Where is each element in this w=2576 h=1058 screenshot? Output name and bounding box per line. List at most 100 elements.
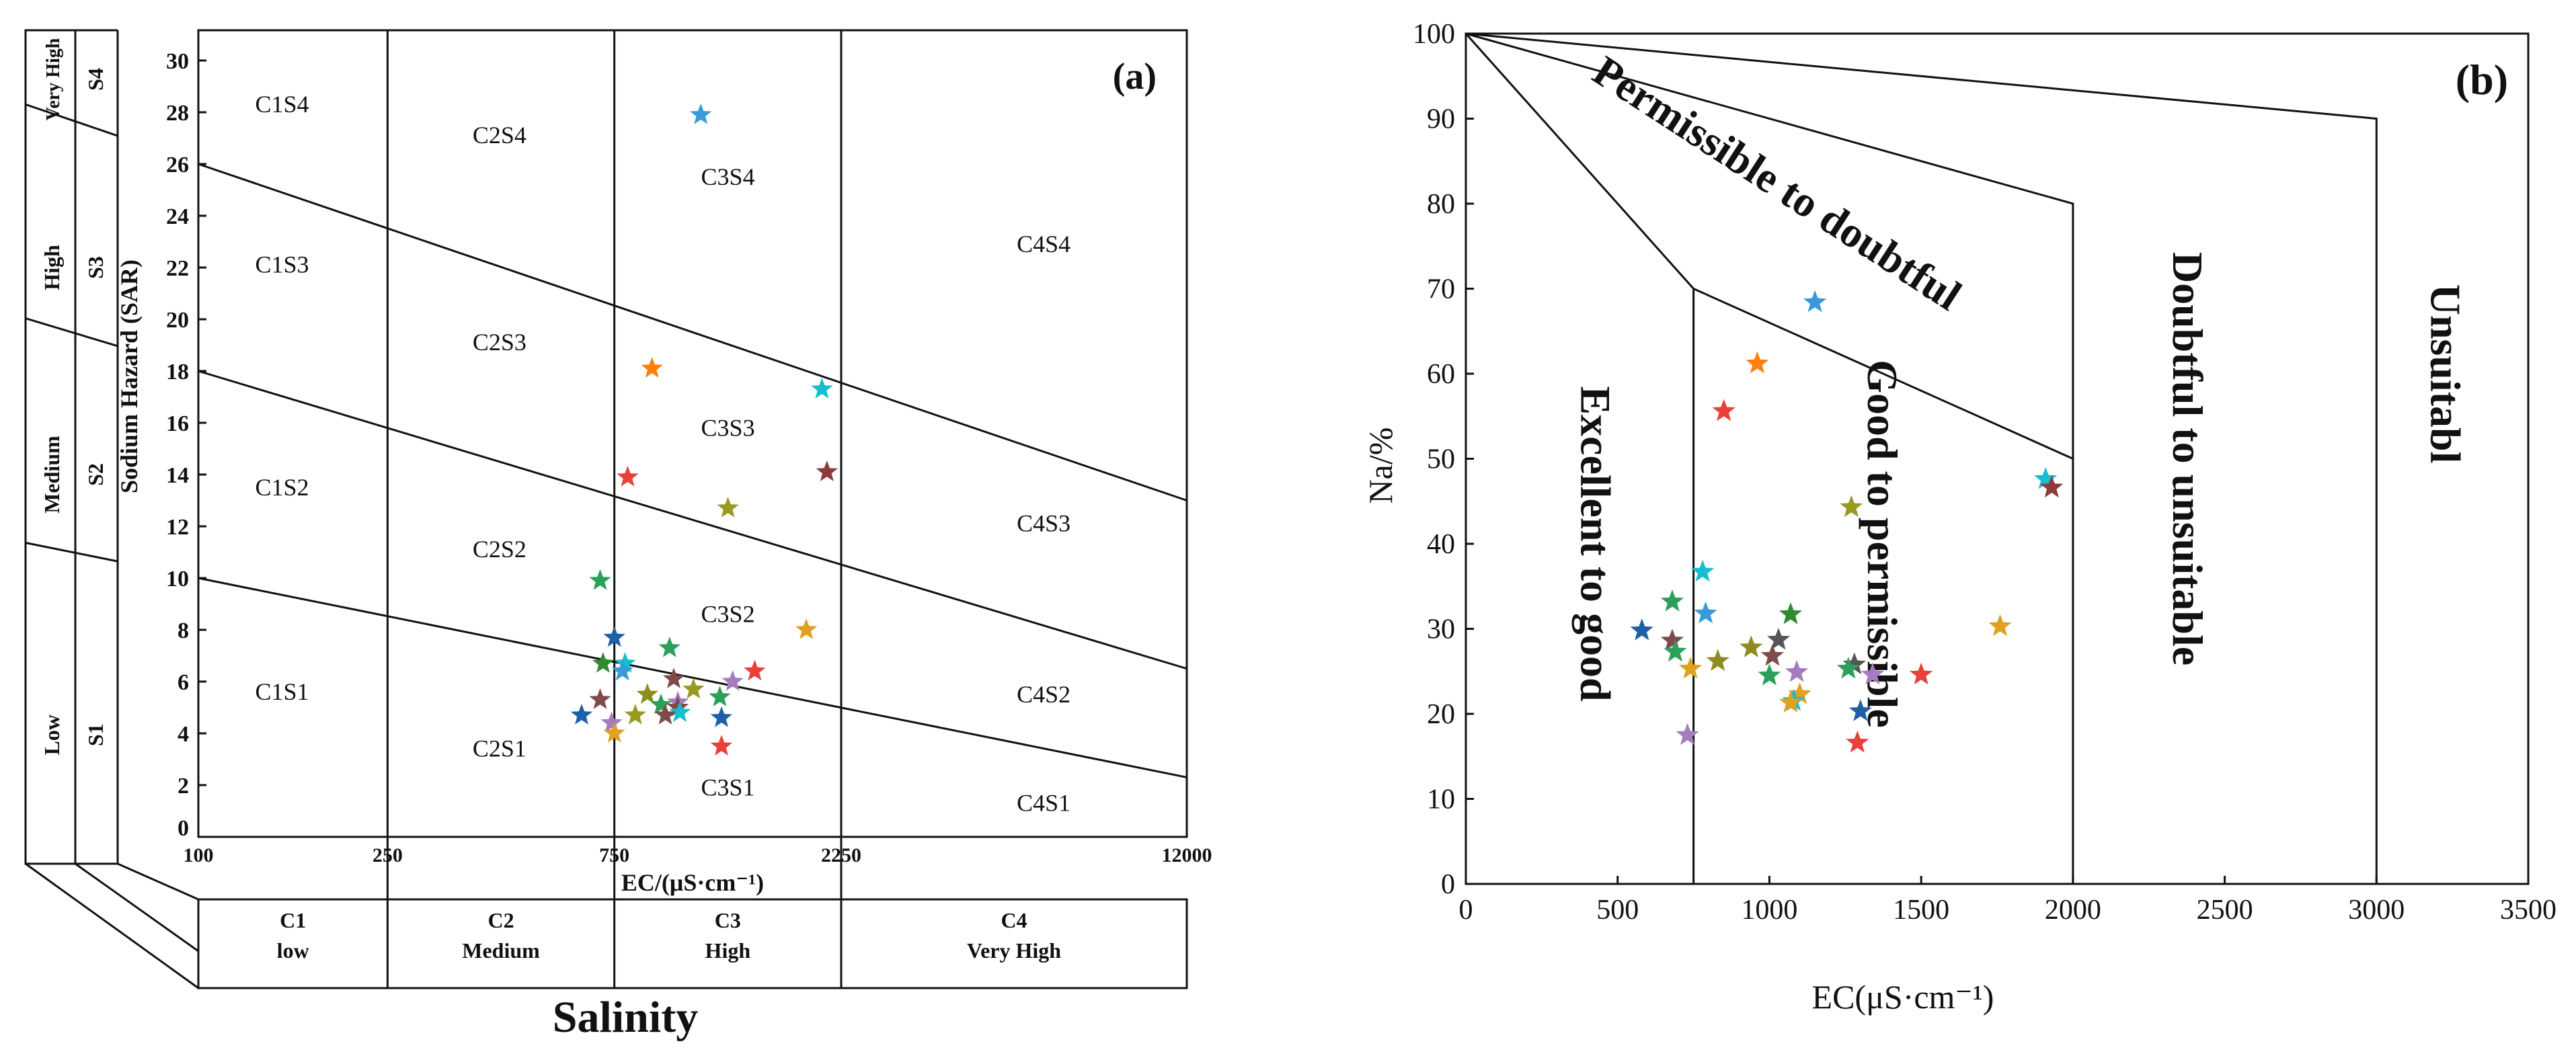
y-tick-label: 8 (178, 618, 189, 643)
region-label: C1S1 (255, 678, 309, 705)
x-tick-label: 1500 (1893, 895, 1949, 926)
data-point (1842, 652, 1866, 675)
salinity-title: Salinity (553, 993, 698, 1042)
sar-boundary-line (198, 163, 1187, 501)
panel-a-wilcox-diagram (24, 29, 1188, 989)
salinity-class-name: low (277, 938, 309, 963)
category-label: Good to permissible (1859, 360, 1906, 728)
y-tick-label: 10 (1427, 784, 1455, 815)
data-point (2040, 475, 2064, 498)
region-label: C2S4 (473, 122, 526, 149)
x-tick-label: 2500 (2197, 895, 2253, 926)
data-point (614, 652, 636, 673)
region-label: C1S4 (255, 91, 309, 118)
data-point (1694, 601, 1717, 624)
y-tick-label: 10 (166, 567, 189, 592)
y-tick-label: 22 (166, 256, 189, 281)
y-axis-title: Na/% (1362, 428, 1399, 504)
x-tick-label: 250 (373, 844, 403, 866)
y-tick-label: 20 (166, 308, 189, 333)
y-tick-label: 28 (166, 101, 189, 126)
sodium-class-divider (25, 103, 118, 137)
sodium-class-name: Very High (43, 38, 64, 120)
data-point (1910, 662, 1933, 685)
data-point (721, 670, 744, 691)
data-point (641, 357, 663, 378)
data-point (816, 460, 838, 481)
region-label: C1S2 (255, 474, 309, 501)
x-tick-label: 100 (184, 844, 214, 866)
data-point (1766, 627, 1791, 650)
y-tick-label: 16 (166, 411, 189, 436)
y-tick-label: 2 (178, 774, 189, 799)
sodium-class-code: S3 (83, 256, 108, 279)
sar-boundary-line (198, 370, 1187, 670)
category-label: Doubtful to unsuitable (2164, 252, 2212, 665)
sodium-class-divider (25, 317, 118, 348)
x-tick-label: 500 (1596, 895, 1639, 926)
data-point (570, 704, 593, 725)
data-point (690, 103, 712, 124)
x-tick-label: 12000 (1162, 844, 1212, 866)
data-point (1660, 589, 1684, 612)
data-point (709, 686, 731, 706)
sodium-class-code: S4 (83, 68, 108, 91)
region-label: C2S1 (473, 735, 526, 762)
region-label: C3S4 (701, 163, 755, 190)
region-label: C4S1 (1017, 790, 1070, 817)
y-tick-label: 0 (1441, 869, 1455, 900)
panel-a-plot-frame (197, 29, 1188, 838)
salinity-class-code: C4 (1001, 908, 1027, 932)
y-axis-title: Sodium Hazard (SAR) (116, 259, 143, 493)
y-tick-label: 60 (1427, 359, 1455, 390)
data-point (611, 659, 633, 681)
salinity-class-name: Medium (462, 938, 540, 963)
data-point (1846, 731, 1869, 753)
salinity-class-code: C1 (280, 908, 306, 932)
data-point (603, 626, 625, 647)
category-label: Permissible to doubtful (1585, 46, 1969, 319)
y-tick-label: 40 (1427, 529, 1455, 560)
x-tick-label: 0 (1459, 895, 1473, 926)
category-label: Excellent to good (1572, 386, 1620, 701)
panel-b-content: 0 500 1000 1500 2000 2500 3000 3500 0 10 20 30 40 50 6… (1362, 19, 2557, 1016)
region-label: C4S4 (1017, 231, 1070, 257)
data-point (1740, 635, 1763, 657)
salinity-class-name: Very High (967, 938, 1061, 963)
salinity-class-table (197, 898, 1188, 989)
y-tick-label: 12 (166, 515, 189, 540)
data-point (811, 378, 833, 399)
data-point (1785, 660, 1809, 682)
data-point (795, 618, 818, 639)
data-point (654, 704, 676, 725)
data-point (744, 659, 766, 681)
sodium-class-column (24, 29, 77, 865)
data-point (666, 696, 689, 717)
data-point (658, 637, 680, 657)
sodium-class-code: S2 (83, 463, 108, 486)
sodium-class-divider (25, 542, 118, 563)
data-point (1840, 495, 1863, 518)
category-boundary-line (1465, 32, 2378, 884)
data-point (1664, 639, 1687, 662)
data-point (710, 735, 733, 756)
panel-b-plot-frame (1465, 32, 2530, 885)
region-label: C4S2 (1017, 681, 1070, 708)
region-label: C4S3 (1017, 510, 1070, 537)
x-tick-label: 3000 (2348, 895, 2405, 926)
panel-label-b: (b) (2456, 56, 2508, 104)
salinity-class-code: C3 (715, 908, 741, 932)
y-tick-label: 80 (1427, 189, 1455, 220)
y-tick-label: 18 (166, 360, 189, 384)
data-point (650, 693, 672, 715)
region-label: C3S2 (701, 600, 755, 627)
region-label: C1S3 (255, 251, 309, 278)
y-tick-label: 70 (1427, 274, 1455, 305)
data-point (617, 465, 639, 487)
region-label: C2S2 (473, 536, 526, 563)
y-tick-label: 0 (178, 816, 189, 841)
data-point (636, 683, 658, 704)
y-tick-label: 26 (166, 153, 189, 177)
